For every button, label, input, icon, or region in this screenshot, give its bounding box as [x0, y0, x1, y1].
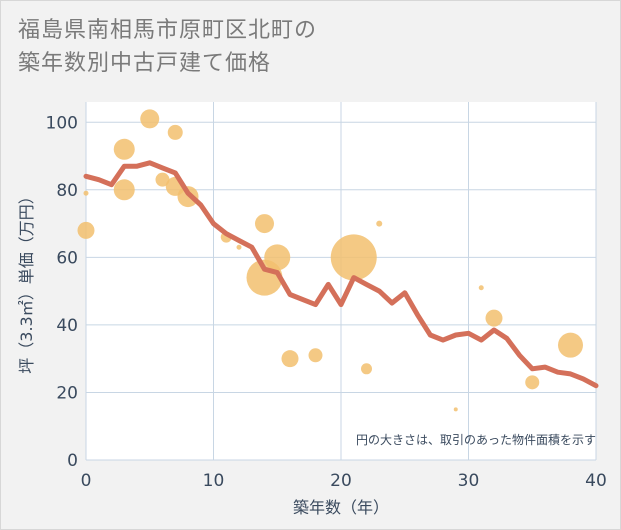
bubble-point	[453, 407, 458, 412]
bubble-point	[281, 350, 299, 368]
bubble-point	[376, 220, 383, 227]
bubble-point	[113, 179, 135, 201]
chart-note: 円の大きさは、取引のあった物件面積を示す	[356, 432, 596, 447]
bubble-point	[113, 138, 135, 160]
x-tick-label: 0	[81, 471, 92, 491]
bubble-point	[255, 214, 274, 234]
bubble-point	[77, 221, 95, 239]
bubble-point	[330, 234, 377, 281]
bubble-point	[525, 375, 540, 390]
bubble-point	[155, 172, 170, 187]
y-tick-label: 60	[56, 248, 78, 268]
chart-title-line-2: 築年数別中古戸建て価格	[18, 51, 272, 76]
bubble-point	[478, 285, 484, 291]
x-tick-label: 40	[585, 471, 607, 491]
bubble-point	[361, 363, 372, 375]
x-tick-label: 20	[330, 471, 352, 491]
y-tick-label: 20	[56, 383, 78, 403]
bubble-point	[236, 244, 242, 250]
average-line	[83, 160, 599, 389]
x-tick-label: 10	[203, 471, 225, 491]
y-tick-label: 40	[56, 316, 78, 336]
bubble-point	[558, 332, 583, 358]
y-tick-labels: 0 20 40 60 80 100	[46, 113, 78, 471]
bubble-point	[485, 309, 503, 327]
bubble-point	[308, 348, 323, 363]
bubble-point	[167, 124, 183, 140]
x-tick-label: 30	[458, 471, 480, 491]
y-tick-label: 100	[46, 113, 78, 133]
y-tick-label: 80	[56, 181, 78, 201]
x-tick-labels: 0 10 20 30 40	[81, 471, 607, 491]
x-axis-label: 築年数（年）	[293, 498, 389, 517]
y-tick-label: 0	[67, 451, 78, 471]
chart-title-line-1: 福島県南相馬市原町区北町の	[18, 18, 318, 43]
y-axis-label: 坪（3.3㎡）単価（万円）	[17, 188, 36, 373]
bubble-point	[83, 190, 89, 196]
bubble-point	[140, 109, 160, 129]
average-line-series	[83, 160, 599, 389]
chart-title: 福島県南相馬市原町区北町の 築年数別中古戸建て価格	[18, 14, 317, 80]
bubble-point	[264, 244, 291, 271]
